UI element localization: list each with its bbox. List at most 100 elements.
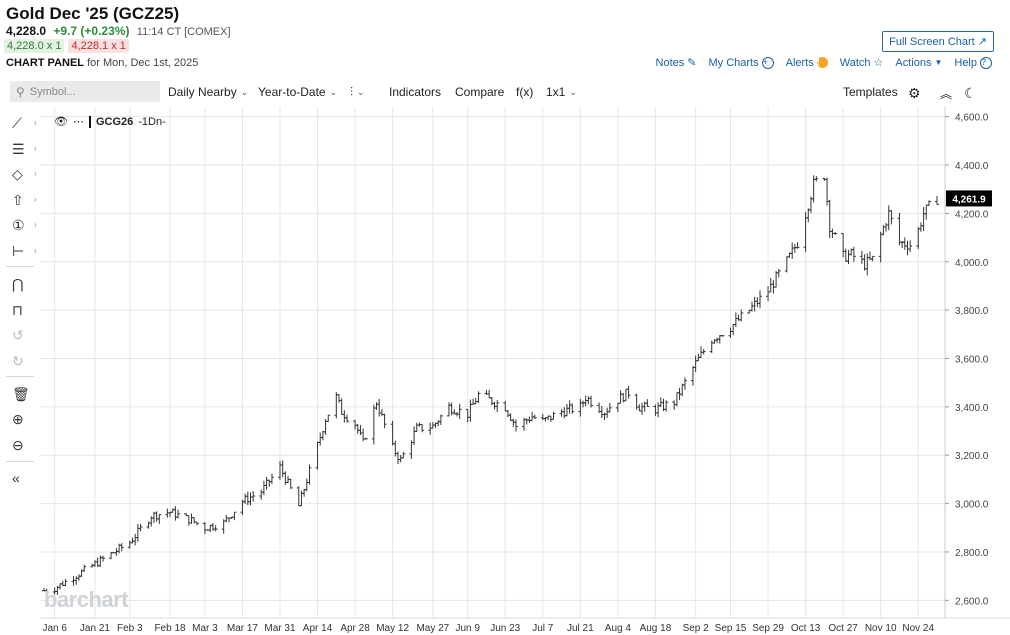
trendline-tool-icon[interactable]: ⟋	[12, 114, 22, 131]
x-tick-label: Oct 13	[791, 623, 821, 634]
ohlc-bar	[656, 402, 661, 418]
ohlc-bars-icon: ⫶	[350, 85, 354, 99]
ohlc-bar	[865, 253, 870, 276]
ohlc-bar	[806, 208, 811, 223]
ohlc-bar	[135, 523, 140, 542]
ohlc-bar	[784, 256, 789, 273]
chevron-down-icon: ⌄	[240, 86, 249, 97]
last-price-label: 4,261.9	[952, 194, 986, 205]
x-tick-label: Jun 23	[490, 623, 520, 634]
watch-link[interactable]: Watch ☆	[840, 56, 884, 70]
fx-button[interactable]: f(x)	[516, 85, 533, 99]
ohlc-bar	[607, 403, 612, 413]
aggregation-dropdown[interactable]: Daily Nearby ⌄	[168, 85, 248, 99]
ohlc-bar	[623, 388, 628, 402]
ohlc-bar	[605, 407, 610, 418]
full-screen-chart-button[interactable]: Full Screen Chart ↗	[882, 31, 994, 52]
series-color-swatch	[88, 115, 91, 128]
templates-label: Templates	[843, 85, 898, 99]
ohlc-bar	[701, 348, 706, 355]
ohlc-bar	[664, 400, 669, 412]
ohlc-bar	[532, 414, 537, 420]
ohlc-bar	[382, 413, 387, 429]
zoom-out-icon[interactable]: ⊖	[12, 436, 24, 453]
ohlc-bar	[326, 414, 331, 422]
ohlc-bar	[457, 403, 462, 420]
ohlc-bar	[886, 205, 891, 231]
x-tick-label: Aug 4	[605, 623, 632, 634]
ohlc-bar	[304, 478, 309, 492]
y-tick-label: 4,600.0	[955, 113, 989, 124]
x-tick-label: Sep 15	[715, 623, 747, 634]
ohlc-bar	[733, 312, 738, 328]
ohlc-bar	[586, 396, 591, 405]
ohlc-bar	[489, 397, 494, 406]
x-tick-label: Nov 24	[902, 623, 934, 634]
ohlc-bar	[513, 419, 518, 432]
measure-tool-icon[interactable]: ⊢	[12, 242, 25, 259]
legend-symbol: GCG26	[95, 115, 134, 128]
chart-type-dropdown[interactable]: ⫶ ⌄	[350, 85, 365, 100]
ohlc-bar	[680, 383, 685, 397]
notes-label: Notes	[655, 56, 685, 69]
layout-dropdown[interactable]: 1x1 ⌄	[546, 85, 577, 99]
actions-menu[interactable]: Actions ▼	[895, 57, 942, 69]
trash-icon[interactable]: 🗑	[12, 385, 30, 402]
magnet-icon[interactable]: ⋂	[12, 275, 24, 292]
ohlc-bar	[232, 511, 237, 521]
zoom-in-icon[interactable]: ⊕	[12, 410, 24, 427]
undo-icon[interactable]: ↺	[12, 326, 24, 343]
alerts-link[interactable]: Alerts!	[786, 57, 828, 69]
lock-icon[interactable]: ⊓	[12, 301, 23, 318]
y-tick-label: 3,600.0	[955, 355, 989, 366]
ohlc-bar	[889, 209, 894, 225]
dark-mode-moon-icon[interactable]: ☾	[964, 85, 977, 101]
ohlc-bar	[138, 523, 143, 532]
indicators-label: Indicators	[389, 85, 442, 99]
layout-label: 1x1	[546, 85, 566, 99]
ohlc-bar	[715, 337, 720, 344]
indicators-button[interactable]: Indicators	[389, 85, 441, 99]
ohlc-bar	[157, 514, 162, 524]
templates-button[interactable]: Templates	[843, 85, 898, 99]
x-tick-label: Mar 3	[192, 623, 218, 634]
y-tick-label: 3,800.0	[955, 306, 989, 317]
symbol-search-input[interactable]: ⚲ Symbol...	[10, 81, 160, 102]
arrow-tool-icon[interactable]: ⇧	[12, 191, 24, 208]
eye-icon[interactable]: 👁	[54, 116, 68, 128]
ohlc-bar	[487, 389, 492, 399]
x-tick-label: Jul 21	[567, 623, 594, 634]
help-link[interactable]: Help?	[954, 56, 992, 69]
ohlc-bar	[766, 286, 771, 302]
ohlc-bar	[862, 254, 867, 271]
chevron-right-icon: ›	[34, 144, 37, 153]
ohlc-bar	[194, 521, 199, 526]
ohlc-bar	[728, 327, 733, 338]
ohlc-bar	[307, 464, 312, 485]
ohlc-bar	[758, 290, 763, 309]
my-charts-link[interactable]: My Charts +	[708, 56, 774, 69]
fibonacci-tool-icon[interactable]: ☰	[12, 140, 25, 157]
annotation-tool-icon[interactable]: ①	[12, 216, 25, 233]
ohlc-bar	[133, 533, 138, 546]
legend-suffix: -1Dn-	[138, 115, 166, 128]
y-tick-label: 2,600.0	[955, 596, 989, 607]
notes-link[interactable]: Notes ✎	[655, 56, 697, 70]
collapse-sidebar-icon[interactable]: «	[12, 470, 20, 486]
ohlc-bar	[446, 402, 451, 417]
collapse-up-icon[interactable]: ︽	[940, 87, 953, 101]
redo-icon[interactable]: ↻	[12, 352, 24, 369]
y-tick-label: 3,400.0	[955, 403, 989, 414]
ohlc-bar	[130, 537, 135, 544]
ohlc-bar	[409, 440, 414, 459]
period-dropdown[interactable]: Year-to-Date ⌄	[258, 85, 337, 99]
ohlc-bar	[76, 574, 81, 581]
ohlc-bar	[243, 493, 248, 504]
ohlc-bar	[277, 460, 282, 480]
settings-gear-icon[interactable]: ⚙	[908, 85, 921, 101]
compare-button[interactable]: Compare	[455, 85, 504, 99]
x-tick-label: May 27	[416, 623, 449, 634]
shapes-tool-icon[interactable]: ◇	[12, 165, 23, 182]
more-dots-icon[interactable]: ⋯	[72, 116, 84, 128]
